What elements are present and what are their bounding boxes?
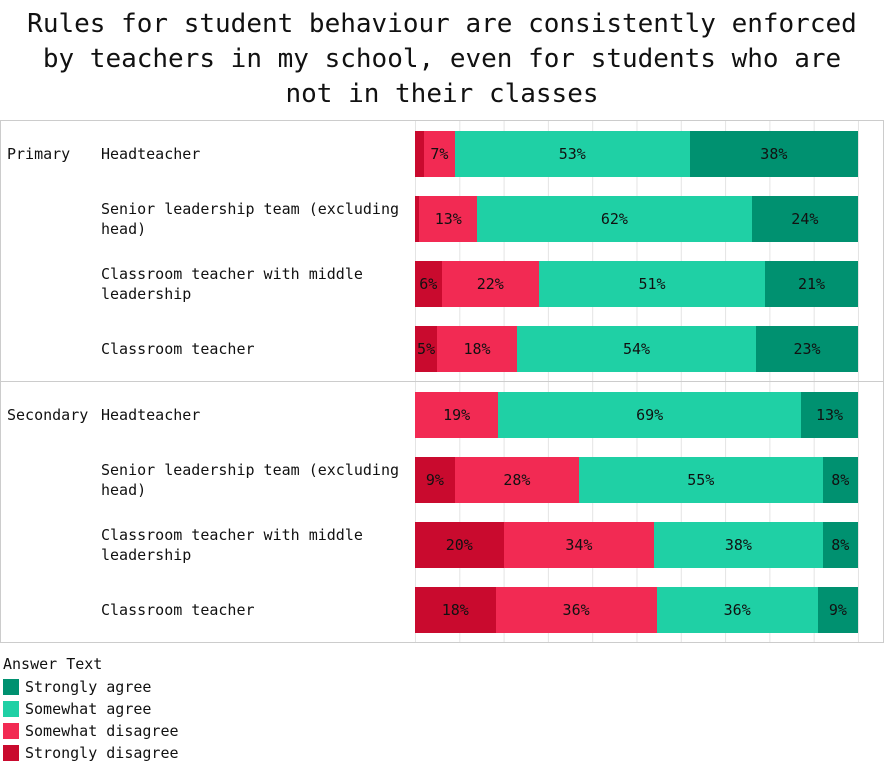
legend-label: Somewhat agree [25, 700, 152, 718]
plot-cell: 13% 62% 24% [415, 186, 883, 251]
bar-segment: 8% [822, 456, 859, 503]
bar-segment: 55% [578, 456, 823, 503]
bar-segment: 9% [817, 586, 858, 633]
chart-row: Primary Headteacher 7% 53% 38% [1, 121, 883, 186]
bar-segment: 13% [419, 195, 478, 242]
bar-segment: 36% [656, 586, 818, 633]
stacked-bar: 20% 34% 38% 8% [415, 521, 858, 568]
bar-segment: 8% [822, 521, 858, 568]
chart-row: Classroom teacher 18% 36% 36% 9% [1, 577, 883, 642]
row-label: Classroom teacher with middle leadership [101, 264, 363, 303]
bar-segment: 18% [415, 586, 496, 633]
legend-item: Somewhat agree [3, 698, 884, 720]
stacked-bar: 19% 69% 13% [415, 391, 858, 438]
legend-label: Strongly disagree [25, 744, 179, 762]
bar-segment: 6% [415, 260, 442, 307]
facet-secondary: Secondary Headteacher 19% 69% 13% Senior lead… [1, 382, 883, 642]
legend-label: Strongly agree [25, 678, 152, 696]
bar-segment: 22% [441, 260, 540, 307]
plot-cell: 18% 36% 36% 9% [415, 577, 883, 642]
plot-cell: 6% 22% 51% 21% [415, 251, 883, 316]
bar-segment: 9% [415, 456, 455, 503]
bar-segment: 38% [654, 521, 823, 568]
plot-area: 5% 18% 54% 23% [415, 316, 859, 381]
plot-area: 6% 22% 51% 21% [415, 251, 859, 316]
plot-area: 20% 34% 38% 8% [415, 512, 859, 577]
chart-row: Secondary Headteacher 19% 69% 13% [1, 382, 883, 447]
chart-row: Classroom teacher 5% 18% 54% 23% [1, 316, 883, 381]
plot-cell: 19% 69% 13% [415, 382, 883, 447]
chart-title-line: not in their classes [285, 79, 599, 109]
bar-segment: 38% [689, 130, 859, 177]
bar-segment: 28% [454, 456, 579, 503]
legend-item: Strongly agree [3, 676, 884, 698]
stacked-bar: 7% 53% 38% [415, 130, 859, 177]
stacked-bar: 5% 18% 54% 23% [415, 325, 858, 372]
legend-item: Strongly disagree [3, 742, 884, 764]
row-label: Senior leadership team (excluding head) [101, 199, 400, 238]
plot-cell: 7% 53% 38% [415, 121, 883, 186]
bar-segment [415, 130, 424, 177]
plot-cell: 9% 28% 55% 8% [415, 447, 883, 512]
bar-segment: 34% [503, 521, 655, 568]
row-label: Headteacher [101, 405, 201, 424]
bar-segment: 19% [415, 391, 499, 438]
plot-area: 13% 62% 24% [415, 186, 859, 251]
legend-items: Strongly agree Somewhat agree Somewhat dis… [3, 676, 884, 764]
bar-segment: 21% [764, 260, 858, 307]
bar-segment: 53% [454, 130, 690, 177]
chart-row: Classroom teacher with middle leadership… [1, 251, 883, 316]
plot-area: 9% 28% 55% 8% [415, 447, 859, 512]
chart-row: Classroom teacher with middle leadership… [1, 512, 883, 577]
chart-row: Senior leadership team (excluding head) 1… [1, 186, 883, 251]
bar-segment: 23% [756, 325, 858, 372]
chart-row: Senior leadership team (excluding head) 9… [1, 447, 883, 512]
plot-cell: 5% 18% 54% 23% [415, 316, 883, 381]
legend: Answer Text Strongly agree Somewhat agree… [0, 655, 884, 764]
chart-title: Rules for student behaviour are consiste… [0, 0, 884, 112]
legend-title: Answer Text [3, 655, 103, 673]
stacked-bar: 18% 36% 36% 9% [415, 586, 858, 633]
plot-cell: 20% 34% 38% 8% [415, 512, 883, 577]
legend-swatch [3, 723, 19, 739]
bar-segment: 13% [800, 391, 858, 438]
stacked-bar: 13% 62% 24% [415, 195, 858, 242]
legend-label: Somewhat disagree [25, 722, 179, 740]
bar-segment: 51% [539, 260, 765, 307]
row-label: Classroom teacher with middle leadership [101, 525, 363, 564]
bar-segment: 62% [477, 195, 752, 242]
bar-segment: 54% [516, 325, 757, 372]
legend-item: Somewhat disagree [3, 720, 884, 742]
bar-segment: 69% [498, 391, 801, 438]
chart-panel: Primary Headteacher 7% 53% 38% Senior leaders… [0, 120, 884, 643]
facet-primary: Primary Headteacher 7% 53% 38% Senior leaders… [1, 121, 883, 381]
bar-segment: 20% [415, 521, 504, 568]
legend-swatch [3, 701, 19, 717]
stacked-bar: 6% 22% 51% 21% [415, 260, 858, 307]
chart-title-line: Rules for student behaviour are consiste… [27, 9, 857, 39]
bar-segment: 7% [423, 130, 455, 177]
plot-area: 7% 53% 38% [415, 121, 859, 186]
bar-segment: 36% [495, 586, 657, 633]
chart-title-line: by teachers in my school, even for stude… [42, 44, 842, 74]
row-label: Classroom teacher [101, 339, 255, 358]
stacked-bar: 9% 28% 55% 8% [415, 456, 859, 503]
bar-segment: 18% [437, 325, 517, 372]
group-label: Secondary [7, 405, 89, 424]
legend-swatch [3, 745, 19, 761]
row-label: Senior leadership team (excluding head) [101, 460, 400, 499]
bar-segment [415, 195, 420, 242]
legend-swatch [3, 679, 19, 695]
facet-divider [1, 381, 883, 382]
row-label: Headteacher [101, 144, 201, 163]
bar-segment: 5% [415, 325, 438, 372]
group-label: Primary [7, 144, 71, 163]
plot-area: 18% 36% 36% 9% [415, 577, 859, 642]
bar-segment: 24% [751, 195, 858, 242]
row-label: Classroom teacher [101, 600, 255, 619]
plot-area: 19% 69% 13% [415, 382, 859, 447]
